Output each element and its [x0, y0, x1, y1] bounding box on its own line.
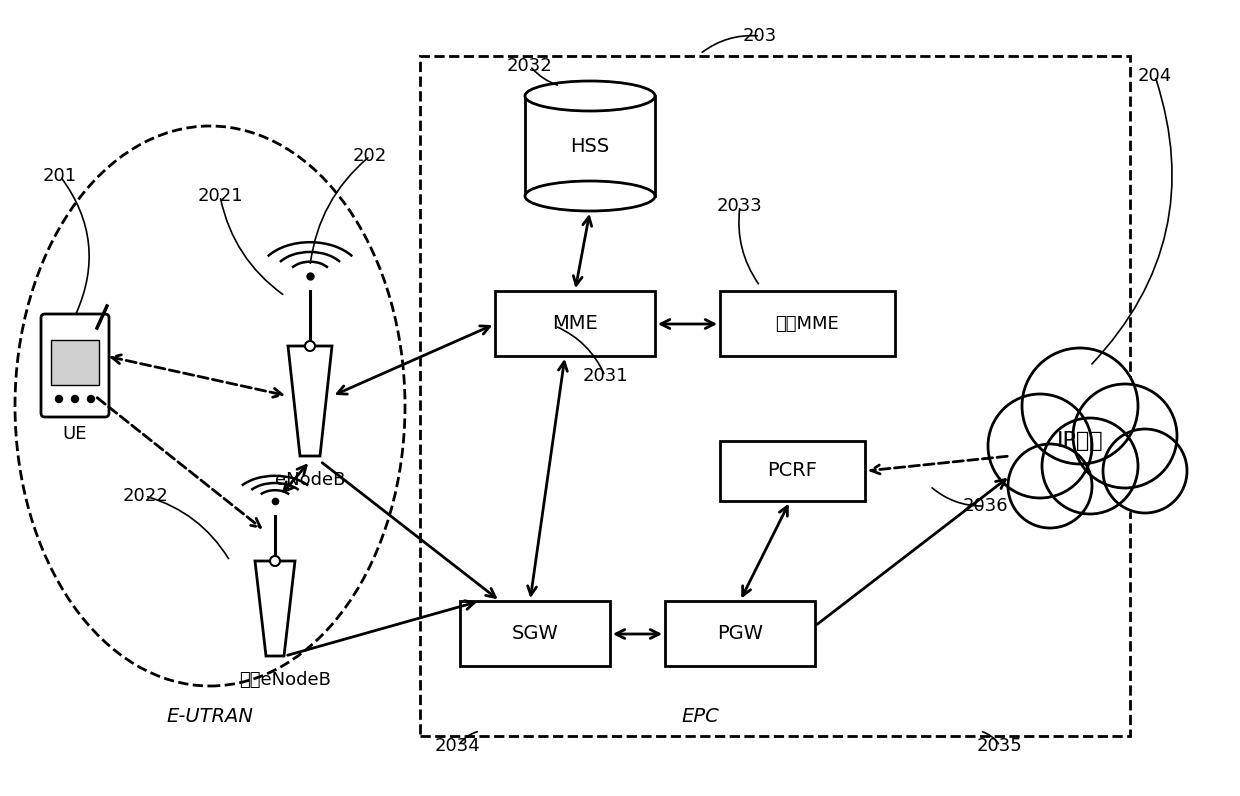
Circle shape — [305, 341, 315, 351]
Ellipse shape — [525, 181, 655, 211]
Circle shape — [1104, 429, 1187, 513]
Text: eNodeB: eNodeB — [275, 471, 345, 489]
Circle shape — [72, 396, 78, 403]
Bar — [720, 291, 895, 356]
Circle shape — [988, 394, 1092, 498]
Circle shape — [270, 556, 280, 566]
Bar — [525, 96, 655, 196]
Text: EPC: EPC — [681, 707, 719, 725]
Text: 其它eNodeB: 其它eNodeB — [239, 671, 331, 689]
Bar — [720, 441, 866, 501]
Text: 2033: 2033 — [717, 197, 763, 215]
Text: 2034: 2034 — [435, 737, 481, 755]
Circle shape — [1042, 418, 1138, 514]
Text: IP业务: IP业务 — [1056, 431, 1104, 451]
Polygon shape — [288, 346, 332, 456]
Text: 203: 203 — [743, 27, 777, 45]
Text: 201: 201 — [43, 167, 77, 185]
Text: UE: UE — [63, 425, 87, 443]
Bar — [665, 601, 815, 666]
Bar — [1011, 456, 1176, 511]
Text: 其它MME: 其它MME — [776, 314, 839, 333]
Text: HSS: HSS — [570, 136, 610, 155]
Text: PCRF: PCRF — [768, 462, 817, 481]
Circle shape — [1008, 444, 1092, 528]
Bar — [460, 601, 610, 666]
FancyBboxPatch shape — [41, 314, 109, 417]
Text: 2022: 2022 — [122, 487, 167, 505]
Circle shape — [88, 396, 94, 403]
Bar — [495, 291, 655, 356]
Text: 204: 204 — [1138, 67, 1172, 85]
Text: 2035: 2035 — [977, 737, 1023, 755]
Text: MME: MME — [552, 314, 598, 333]
Bar — [51, 340, 99, 385]
Text: 2031: 2031 — [583, 367, 627, 385]
Text: E-UTRAN: E-UTRAN — [166, 707, 253, 725]
Ellipse shape — [525, 81, 655, 111]
Circle shape — [1022, 348, 1138, 464]
Text: 202: 202 — [353, 147, 387, 165]
Text: PGW: PGW — [717, 624, 763, 643]
Text: 2021: 2021 — [197, 187, 243, 205]
Circle shape — [56, 396, 62, 403]
Text: 2036: 2036 — [962, 497, 1008, 515]
Bar — [420, 56, 1130, 736]
Polygon shape — [255, 561, 295, 656]
Circle shape — [1073, 384, 1177, 488]
Text: 2032: 2032 — [507, 57, 553, 75]
Text: SGW: SGW — [512, 624, 558, 643]
